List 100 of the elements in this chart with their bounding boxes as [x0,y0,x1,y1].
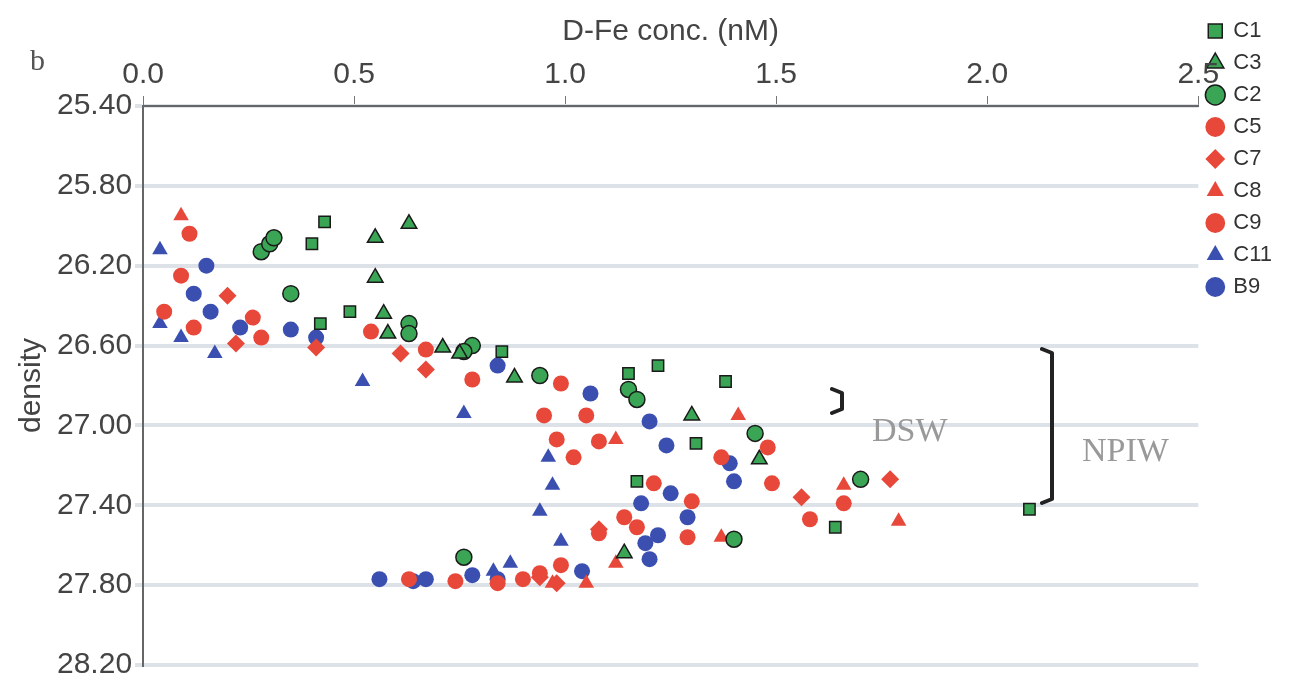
point [152,240,168,255]
legend-label: C8 [1233,177,1262,203]
point [495,345,509,358]
point [265,229,283,247]
point [641,551,658,568]
point [1023,502,1036,516]
y-tick-label: 25.80 [57,167,133,201]
annotation: NPIW [1082,430,1170,468]
point [305,237,319,251]
point [514,571,531,588]
point [173,267,190,284]
x-tick-label: 1.0 [544,56,587,90]
x-axis-title: D-Fe conc. (nM) [562,13,780,47]
point [801,511,818,528]
point [173,206,189,221]
point [633,495,650,512]
point [253,329,270,346]
point [207,344,223,359]
point [548,431,565,448]
point [574,563,591,580]
legend-label: C1 [1233,17,1262,43]
point [662,485,679,502]
x-tick-label: 0.5 [333,56,375,90]
y-tick-label: 26.60 [57,326,133,360]
y-axis-title: density [13,337,47,434]
point [679,509,696,526]
point [622,367,635,380]
point [447,573,464,590]
point [828,520,842,534]
point [759,439,776,456]
point [658,437,675,454]
point [719,375,732,388]
point [763,475,780,492]
point [417,571,434,588]
legend-label: C11 [1233,241,1273,267]
point [725,473,742,490]
point [651,359,665,372]
annotation: DSW [872,410,949,448]
y-tick-label: 28.20 [57,646,133,680]
point [835,495,852,512]
point [181,225,198,242]
legend-label: C9 [1233,209,1262,235]
point [637,535,654,552]
point [578,407,595,424]
point [792,488,811,507]
point [628,390,646,409]
legend-label: C5 [1233,113,1262,139]
point [156,303,173,320]
point [185,285,202,302]
point [416,360,435,379]
legend-label: C2 [1233,81,1262,107]
point [313,317,327,331]
point [489,575,506,592]
point [881,470,900,489]
y-tick-label: 27.00 [57,406,133,440]
point [628,519,645,536]
point [391,344,410,363]
point [173,328,189,343]
y-tick-label: 27.40 [57,486,133,520]
point [679,529,696,546]
point [590,433,607,450]
point [536,407,553,424]
point [552,375,569,392]
x-tick-label: 2.5 [1177,56,1220,90]
point [226,334,245,353]
point [531,366,549,385]
point [582,385,599,402]
point [185,319,202,336]
point [371,571,388,588]
point [417,341,434,358]
point [202,303,219,320]
text: b [30,42,45,76]
point [650,527,667,544]
y-tick-label: 27.80 [57,566,133,600]
legend-label: C3 [1233,49,1262,75]
point [232,319,249,336]
point [746,424,764,443]
point [400,214,418,230]
point [318,215,331,229]
point [645,475,662,492]
point [641,413,658,430]
point [565,449,582,466]
point [630,474,644,488]
point [363,323,379,340]
point [464,371,481,388]
point [198,257,215,274]
point [851,470,870,489]
point [464,567,481,584]
point [616,509,633,526]
point [282,284,300,303]
x-tick-label: 1.5 [755,56,798,90]
point [307,338,326,357]
point [552,557,569,574]
y-tick-label: 26.20 [57,246,133,280]
x-tick-label: 0.0 [122,56,164,90]
point [683,493,700,510]
y-tick-label: 25.40 [57,87,133,121]
point [218,286,237,305]
point [689,436,703,450]
point [400,324,418,343]
